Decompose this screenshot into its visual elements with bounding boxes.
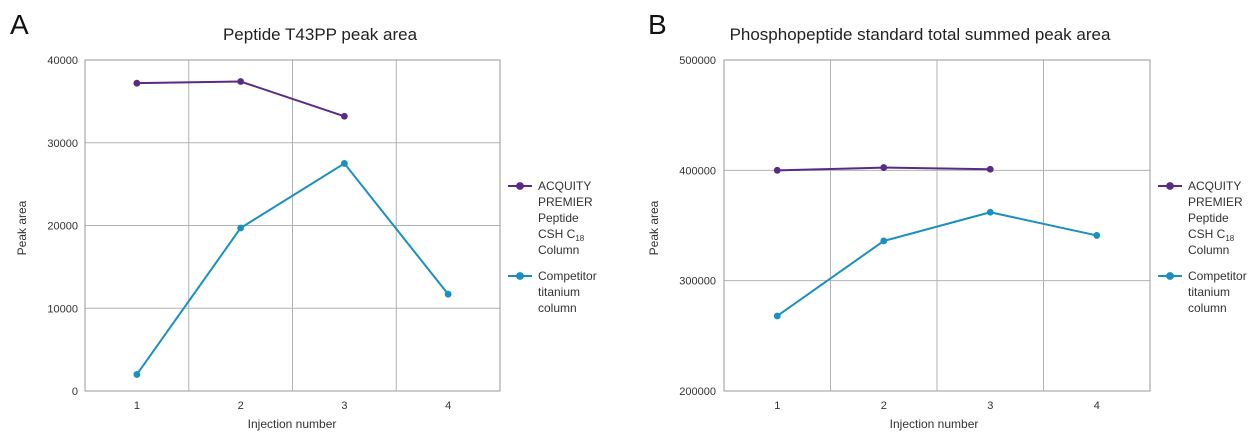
panel-a-series-line-acquity <box>136 80 345 118</box>
panel-a-data-point-acquity <box>237 78 245 85</box>
panel-b-gridlines <box>724 59 1150 392</box>
panel-a-legend-acquity-marker <box>516 182 524 190</box>
panel-a-gridlines <box>85 59 500 392</box>
panel-b-y-axis-label: Peak area <box>647 200 661 255</box>
panel-b: B Phosphopeptide standard total summed p… <box>647 9 1247 431</box>
panel-b-legend-acquity-line-1: ACQUITY <box>1188 179 1241 193</box>
panel-b-series <box>773 164 1101 320</box>
panel-b-data-point-acquity <box>880 164 888 171</box>
panel-a: A Peptide T43PP peak area Peak area Inje… <box>10 9 597 431</box>
panel-a-data-point-competitor <box>237 224 245 232</box>
panel-b-legend-competitor-line-1: Competitor <box>1188 269 1247 283</box>
panel-a-y-tick-label: 10000 <box>47 303 78 315</box>
panel-b-data-point-competitor <box>773 312 781 320</box>
panel-b-legend-acquity-line-5: Column <box>1188 243 1229 257</box>
panel-a-series-line-competitor <box>136 162 449 376</box>
panel-b-letter: B <box>648 9 667 40</box>
panel-a-series <box>133 78 452 378</box>
panel-a-data-point-competitor <box>444 290 452 298</box>
panel-a-data-point-competitor <box>340 160 348 167</box>
panel-b-x-axis-label: Injection number <box>890 417 979 431</box>
panel-b-legend-acquity-line-2: PREMIER <box>1188 195 1243 209</box>
panel-a-x-tick-label: 4 <box>445 400 451 412</box>
panel-b-legend-csh-subscript: 18 <box>1225 234 1234 243</box>
panel-a-x-tick-label: 1 <box>134 400 140 412</box>
panel-a-legend-competitor-marker <box>516 272 524 280</box>
panel-b-x-tick-label: 1 <box>774 400 780 412</box>
panel-b-legend-competitor-line-2: titanium <box>1188 285 1230 299</box>
panel-a-legend-acquity-line-1: ACQUITY <box>538 179 591 193</box>
panel-a-data-point-acquity <box>340 112 348 120</box>
panel-a-legend-item-competitor: Competitor titanium column <box>508 269 597 315</box>
panel-b-legend: ACQUITY PREMIER Peptide CSH C18 Column C… <box>1158 179 1247 315</box>
panel-b-x-tick-label: 3 <box>987 400 993 412</box>
panel-b-y-tick-label: 500000 <box>679 55 716 67</box>
panel-b-y-tick-label: 300000 <box>679 276 716 288</box>
panel-a-x-tick-labels: 1 2 3 4 <box>134 400 451 412</box>
panel-a-legend-competitor-line-1: Competitor <box>538 269 597 283</box>
panel-a-legend-competitor-line-3: column <box>538 301 577 315</box>
panel-a-y-axis-label: Peak area <box>15 200 29 255</box>
panel-b-legend-competitor-marker <box>1166 272 1174 280</box>
panel-b-series-line-competitor <box>776 211 1097 317</box>
panel-a-data-point-acquity <box>133 79 141 87</box>
panel-a-letter: A <box>10 9 29 40</box>
panel-a-x-tick-label: 2 <box>238 400 244 412</box>
panel-b-legend-competitor-line-3: column <box>1188 301 1227 315</box>
panel-b-x-tick-label: 4 <box>1094 400 1100 412</box>
panel-a-legend: ACQUITY PREMIER Peptide CSH C18 Column C… <box>508 179 597 315</box>
panel-a-y-tick-labels: 0 10000 20000 30000 40000 <box>47 55 78 398</box>
panel-b-data-point-competitor <box>880 237 888 245</box>
panel-a-legend-acquity-line-5: Column <box>538 243 579 257</box>
panel-b-data-point-acquity <box>773 166 781 174</box>
panel-b-legend-acquity-marker <box>1166 182 1174 190</box>
panel-b-legend-item-acquity: ACQUITY PREMIER Peptide CSH C18 Column <box>1158 179 1243 257</box>
panel-a-y-tick-label: 40000 <box>47 55 78 67</box>
panel-a-legend-csh: CSH C <box>538 227 576 241</box>
panel-a-legend-csh-subscript: 18 <box>575 234 584 243</box>
panel-b-data-point-competitor <box>986 208 994 216</box>
panel-a-legend-acquity-line-3: Peptide <box>538 211 579 225</box>
panel-a-data-point-competitor <box>133 371 141 378</box>
panel-a-plot: 0 10000 20000 30000 40000 1 2 3 4 <box>47 55 501 412</box>
panel-a-y-tick-label: 30000 <box>47 138 78 150</box>
panel-a-legend-acquity-line-2: PREMIER <box>538 195 593 209</box>
panel-b-y-tick-label: 400000 <box>679 165 716 177</box>
panel-b-title: Phosphopeptide standard total summed pea… <box>730 25 1111 44</box>
panel-a-legend-competitor-line-2: titanium <box>538 285 580 299</box>
panel-b-y-tick-label: 200000 <box>679 386 716 398</box>
panel-b-legend-acquity-line-3: Peptide <box>1188 211 1229 225</box>
panel-a-x-axis-label: Injection number <box>248 417 337 431</box>
panel-a-plot-frame <box>84 59 501 392</box>
panel-b-data-point-competitor <box>1093 232 1101 239</box>
panel-b-legend-csh: CSH C <box>1188 227 1226 241</box>
panel-b-plot: 200000 300000 400000 500000 1 2 3 4 <box>679 55 1151 412</box>
panel-a-x-tick-label: 3 <box>341 400 347 412</box>
panel-b-legend-acquity-line-4: CSH C18 <box>1188 227 1235 243</box>
panel-b-legend-item-competitor: Competitor titanium column <box>1158 269 1247 315</box>
panel-a-y-tick-label: 20000 <box>47 221 78 233</box>
panel-a-title: Peptide T43PP peak area <box>223 25 418 44</box>
panel-b-x-tick-labels: 1 2 3 4 <box>774 400 1100 412</box>
panel-b-x-tick-label: 2 <box>881 400 887 412</box>
panel-b-y-tick-labels: 200000 300000 400000 500000 <box>679 55 716 398</box>
panel-b-data-point-acquity <box>986 165 994 173</box>
panel-b-plot-frame <box>723 59 1151 392</box>
panel-a-y-tick-label: 0 <box>72 386 78 398</box>
panel-a-legend-item-acquity: ACQUITY PREMIER Peptide CSH C18 Column <box>508 179 593 257</box>
panel-a-legend-acquity-line-4: CSH C18 <box>538 227 585 243</box>
